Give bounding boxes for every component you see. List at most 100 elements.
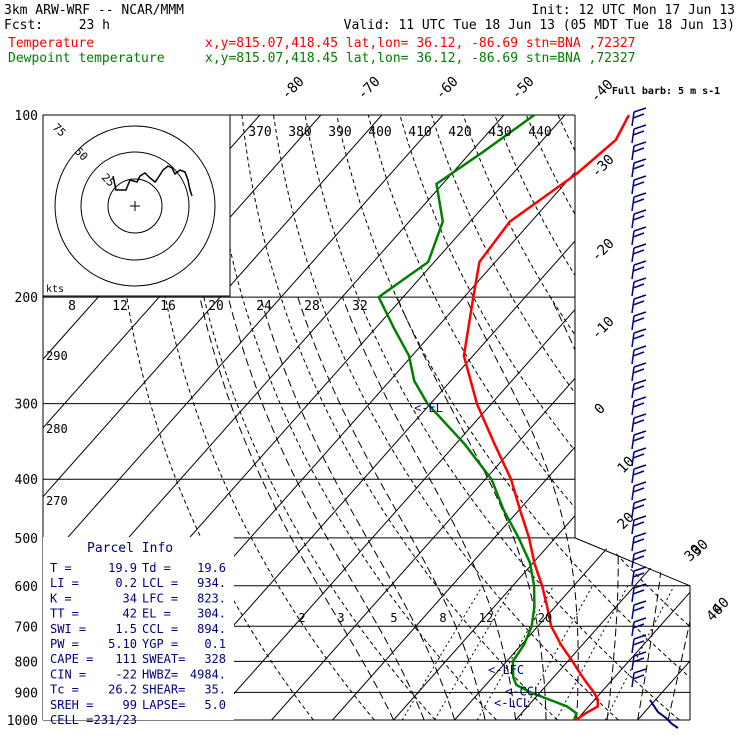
temperature-curve xyxy=(462,114,631,722)
theta-e-label: 430 xyxy=(488,125,511,140)
wind-barb-flag xyxy=(633,617,647,623)
isotherm-line xyxy=(43,115,444,720)
moist-adiabat-line xyxy=(699,297,740,720)
wind-barb-flag xyxy=(632,555,645,561)
wind-barb-flag xyxy=(633,566,647,572)
theta-e-label: 380 xyxy=(288,125,311,140)
theta-e-label: 420 xyxy=(448,125,471,140)
isotherm-label: -70 xyxy=(355,74,384,103)
hodograph-panel: 75 50 25 kts xyxy=(42,114,231,297)
temperature-legend: Temperature xyxy=(8,36,94,51)
wind-barb-flag xyxy=(633,413,647,419)
wind-barb-staff xyxy=(631,417,635,433)
parcel-info-key: CELL = xyxy=(50,713,93,727)
isotherm-label: 0 xyxy=(592,401,609,418)
wind-barb-flag xyxy=(632,674,645,680)
wind-barb-flag xyxy=(632,249,645,255)
wind-barb-staff xyxy=(631,196,635,212)
parcel-level-marker: <-LCL xyxy=(494,696,530,710)
parcel-info-value: 19.9 xyxy=(108,561,137,575)
pressure-tick-label: 400 xyxy=(15,473,38,488)
wind-barb-flag xyxy=(633,481,647,487)
parcel-info-key: LCL = xyxy=(142,576,178,590)
hodograph-trace xyxy=(112,165,193,197)
parcel-info-value: 894. xyxy=(197,622,226,636)
parcel-info-key: LAPSE= xyxy=(142,698,185,712)
pressure-tick-label: 300 xyxy=(15,398,38,413)
isotherm-line xyxy=(43,115,383,720)
wind-barb-staff xyxy=(631,587,635,603)
wind-barb-staff xyxy=(631,672,635,688)
wind-barb-flag xyxy=(632,283,645,289)
isotherm-line xyxy=(271,115,690,720)
parcel-info-value: 823. xyxy=(197,591,226,605)
wind-barb-flag xyxy=(632,317,645,323)
wind-barb-staff xyxy=(631,638,635,654)
parcel-info-value: 5.0 xyxy=(204,698,226,712)
moist-adiabat-line xyxy=(341,296,517,720)
parcel-level-marker: <-EL xyxy=(414,401,443,415)
moist-adiabat-line xyxy=(667,297,690,720)
wind-barb-flag xyxy=(632,623,645,629)
wind-barb-staff xyxy=(631,434,635,450)
parcel-info-key: PW = xyxy=(50,637,79,651)
parcel-info-title: Parcel Info xyxy=(87,541,173,556)
wind-barb-staff xyxy=(631,383,635,399)
dry-adiabat-line xyxy=(399,115,690,720)
wind-barb-staff xyxy=(631,553,635,569)
isotherm-line xyxy=(210,115,690,720)
moist-adiabat-line xyxy=(199,296,395,720)
parcel-info-value: 42 xyxy=(123,607,137,621)
hodograph-ring-75 xyxy=(54,125,216,287)
theta-label: 280 xyxy=(46,422,68,436)
parcel-level-marker: <-CCL xyxy=(505,685,541,699)
forecast-hours: 23 h xyxy=(79,18,110,33)
wind-barb-staff xyxy=(631,536,635,552)
wind-barb-flag xyxy=(632,385,645,391)
parcel-info-value: 19.6 xyxy=(197,561,226,575)
wind-barb-staff xyxy=(631,298,635,314)
wind-barb-staff xyxy=(631,281,635,297)
wind-barb-flag xyxy=(633,345,647,351)
wind-barb-flag xyxy=(633,311,647,317)
mixing-ratio-label: 12 xyxy=(479,611,493,625)
parcel-info-key: TT = xyxy=(50,607,79,621)
theta-e-label: 390 xyxy=(328,125,351,140)
wind-barb-flag xyxy=(632,402,645,408)
wind-barb-flag xyxy=(632,504,645,510)
pressure-tick-label: 100 xyxy=(15,109,38,124)
wind-barb-staff xyxy=(631,451,635,467)
isotherm-line xyxy=(43,115,322,720)
parcel-info-key: EL = xyxy=(142,607,171,621)
mixing-ratio-label: 20 xyxy=(538,611,552,625)
temperature-location: x,y=815.07,418.45 lat,lon= 36.12, -86.69… xyxy=(205,36,635,51)
dry-adiabat-line xyxy=(716,115,740,720)
dry-adiabat-line xyxy=(589,115,690,720)
isotherm-label: -30 xyxy=(589,152,618,181)
wind-barb-flag xyxy=(633,549,647,555)
wind-barb-flag xyxy=(633,430,647,436)
wind-barb-staff xyxy=(631,128,635,144)
wind-barb-staff xyxy=(631,162,635,178)
theta-e-label: 370 xyxy=(248,125,271,140)
theta-e-label: 400 xyxy=(368,125,391,140)
dry-adiabat-line xyxy=(652,115,690,720)
hodograph-speed-label: 8 xyxy=(68,299,76,314)
wind-barb-staff xyxy=(631,655,635,671)
wind-barb-flag xyxy=(633,209,647,215)
wind-barb-flag xyxy=(632,470,645,476)
pressure-tick-label: 900 xyxy=(15,686,38,701)
wind-barb-flag xyxy=(633,668,647,674)
parcel-info-value: 328 xyxy=(204,652,226,666)
wind-barb-staff xyxy=(631,179,635,195)
isotherm-label: -50 xyxy=(509,74,538,103)
parcel-info-value: 26.2 xyxy=(108,683,137,697)
parcel-info-value: 111 xyxy=(115,652,137,666)
pressure-tick-label: 600 xyxy=(15,580,38,595)
wind-barb-staff xyxy=(631,349,635,365)
wind-barb-staff xyxy=(631,621,635,637)
wind-barb-staff xyxy=(631,145,635,161)
init-time: Init: 12 UTC Mon 17 Jun 13 xyxy=(532,3,736,18)
dry-adiabat-line xyxy=(241,115,558,720)
parcel-info-key: CIN = xyxy=(50,667,86,681)
